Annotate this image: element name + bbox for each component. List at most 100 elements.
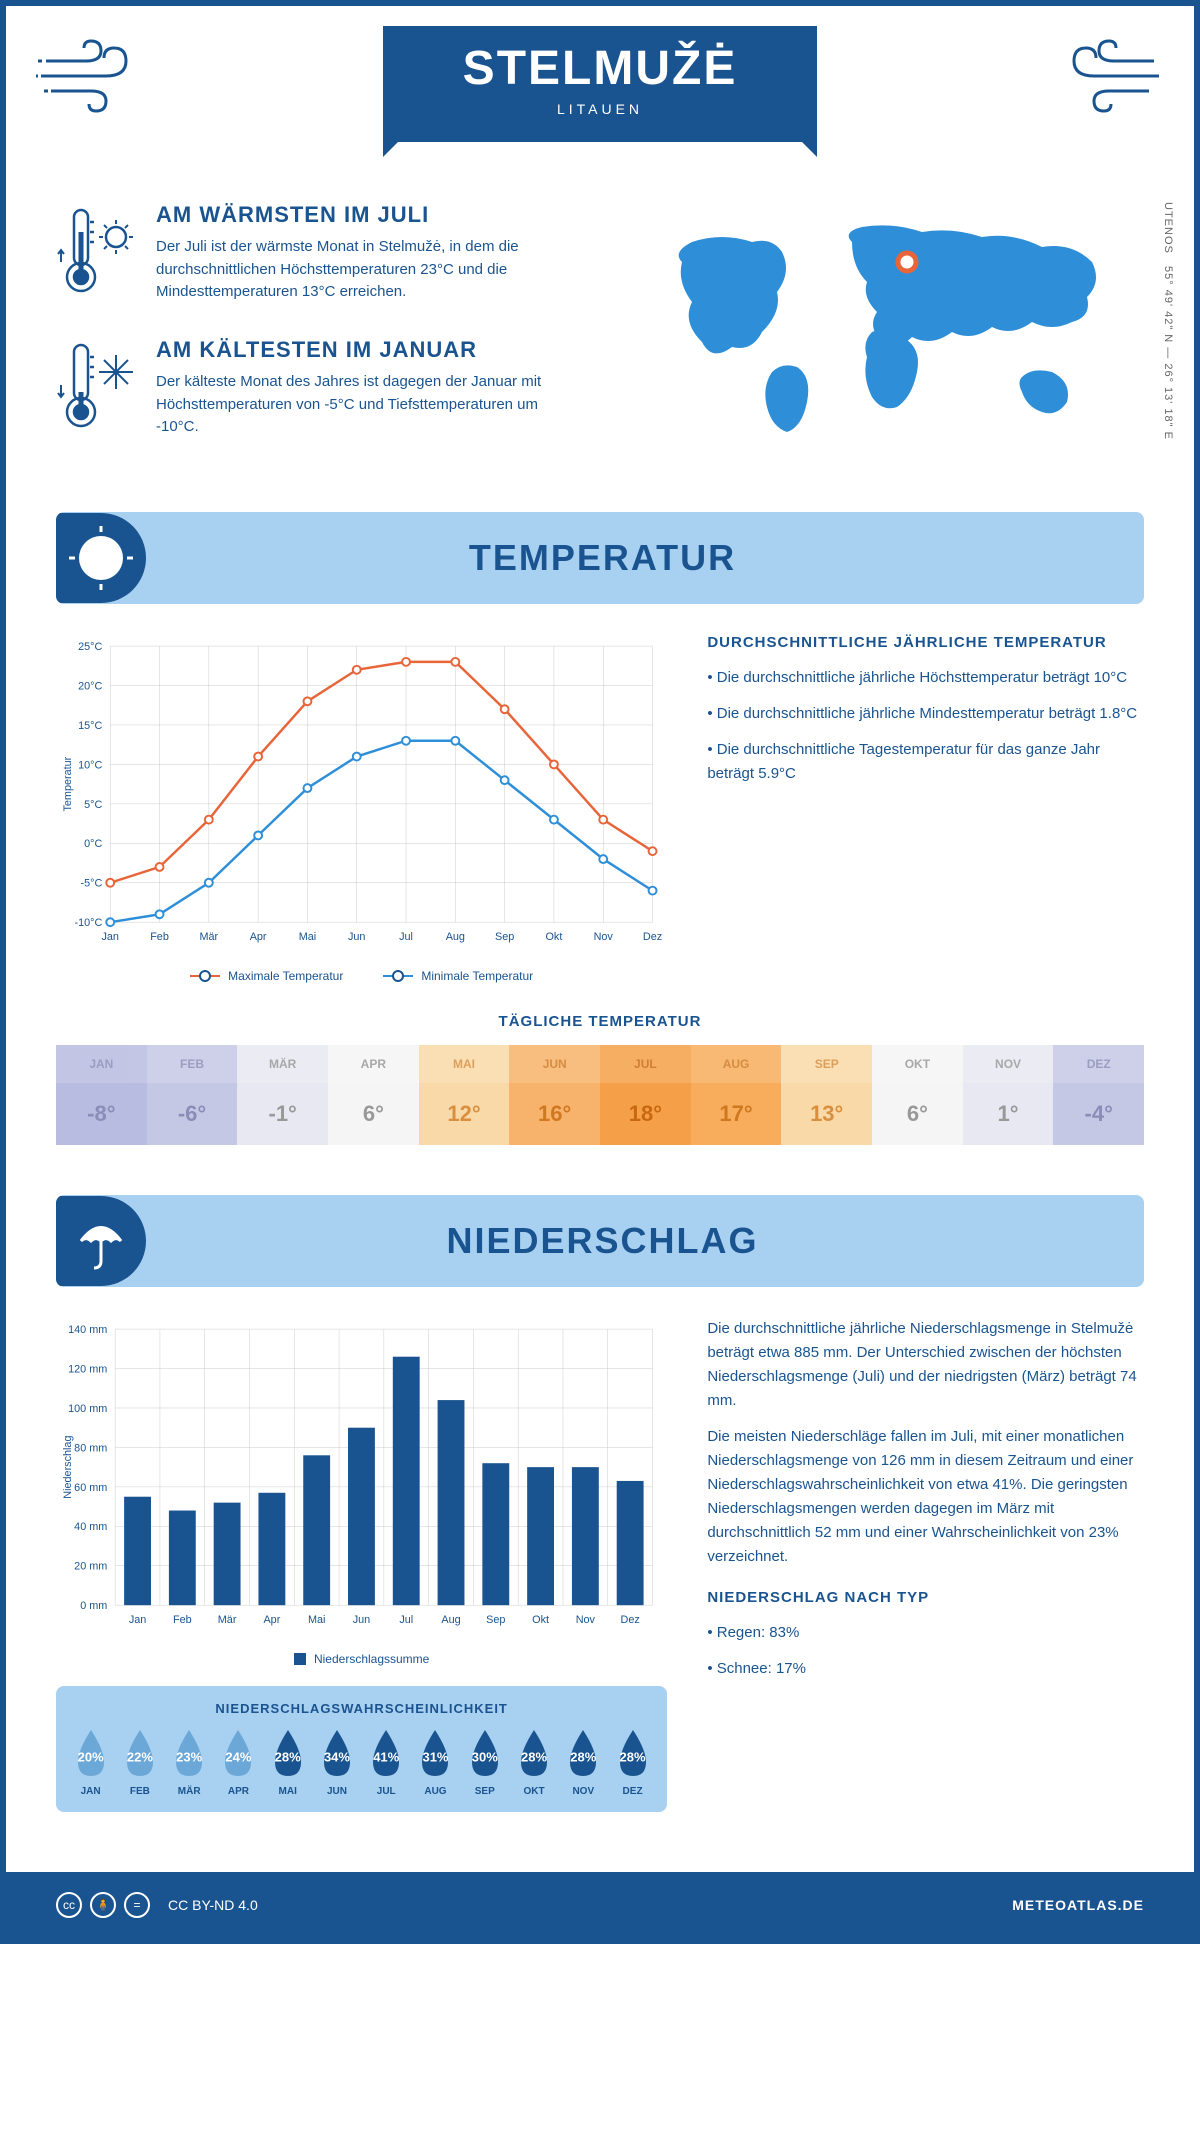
fact-text: Der Juli ist der wärmste Monat in Stelmu… (156, 236, 580, 304)
temperature-line-chart: -10°C-5°C0°C5°C10°C15°C20°C25°CJanFebMär… (56, 634, 667, 983)
svg-text:Jul: Jul (399, 1614, 413, 1626)
precipitation-info: Die durchschnittliche jährliche Niedersc… (707, 1317, 1144, 1812)
city-name: STELMUŽĖ (463, 41, 738, 96)
svg-text:140 mm: 140 mm (68, 1324, 107, 1336)
svg-text:Apr: Apr (263, 1614, 280, 1626)
footer: cc 🧍 = CC BY-ND 4.0 METEOATLAS.DE (6, 1872, 1194, 1938)
info-bullet: • Die durchschnittliche Tagestemperatur … (707, 738, 1144, 786)
precip-drop: 23% MÄR (168, 1728, 210, 1797)
svg-text:-5°C: -5°C (81, 878, 103, 890)
svg-text:Dez: Dez (621, 1614, 640, 1626)
svg-text:25°C: 25°C (78, 641, 102, 653)
warmest-fact: AM WÄRMSTEN IM JULI Der Juli ist der wär… (56, 202, 580, 307)
precip-drop: 20% JAN (70, 1728, 112, 1797)
svg-text:60 mm: 60 mm (74, 1482, 107, 1494)
svg-text:100 mm: 100 mm (68, 1403, 107, 1415)
precip-drop: 30% SEP (464, 1728, 506, 1797)
info-bullet: • Die durchschnittliche jährliche Mindes… (707, 702, 1144, 726)
svg-text:Nov: Nov (594, 931, 614, 943)
svg-text:120 mm: 120 mm (68, 1363, 107, 1375)
svg-text:Mai: Mai (308, 1614, 325, 1626)
temperature-chart-row: -10°C-5°C0°C5°C10°C15°C20°C25°CJanFebMär… (56, 634, 1144, 983)
precipitation-chart-row: 0 mm 20 mm 40 mm 60 mm 80 mm 100 mm 120 mm 140 … (56, 1317, 1144, 1812)
section-title: NIEDERSCHLAG (176, 1220, 1029, 1262)
svg-text:0 mm: 0 mm (80, 1600, 107, 1612)
svg-text:Jan: Jan (129, 1614, 146, 1626)
svg-text:80 mm: 80 mm (74, 1442, 107, 1454)
wind-icon (36, 36, 156, 121)
temperature-info: DURCHSCHNITTLICHE JÄHRLICHE TEMPERATUR •… (707, 634, 1144, 983)
section-title: TEMPERATUR (176, 537, 1029, 579)
svg-text:Jan: Jan (101, 931, 118, 943)
temp-table-cell: AUG 17° (691, 1045, 782, 1145)
temp-table-cell: DEZ -4° (1053, 1045, 1144, 1145)
by-icon: 🧍 (90, 1892, 116, 1918)
svg-text:Okt: Okt (546, 931, 563, 943)
info-title: DURCHSCHNITTLICHE JÄHRLICHE TEMPERATUR (707, 634, 1144, 651)
precip-prob-title: NIEDERSCHLAGSWAHRSCHEINLICHKEIT (66, 1701, 657, 1716)
temp-table-cell: MÄR -1° (237, 1045, 328, 1145)
svg-text:Temperatur: Temperatur (62, 756, 74, 811)
info-title: NIEDERSCHLAG NACH TYP (707, 1589, 1144, 1606)
svg-text:Jun: Jun (348, 931, 365, 943)
svg-text:Aug: Aug (446, 931, 465, 943)
nd-icon: = (124, 1892, 150, 1918)
svg-text:Jul: Jul (399, 931, 413, 943)
header: STELMUŽĖ LITAUEN (6, 6, 1194, 172)
svg-text:20°C: 20°C (78, 680, 102, 692)
intro-section: AM WÄRMSTEN IM JULI Der Juli ist der wär… (56, 202, 1144, 472)
info-para: Die meisten Niederschläge fallen im Juli… (707, 1425, 1144, 1569)
temperature-section-header: TEMPERATUR (56, 512, 1144, 604)
page-container: STELMUŽĖ LITAUEN AM WÄRMSTEN IM JULI Der… (0, 0, 1200, 1944)
thermometer-hot-icon (56, 202, 136, 307)
coldest-fact: AM KÄLTESTEN IM JANUAR Der kälteste Mona… (56, 337, 580, 442)
temp-table-cell: APR 6° (328, 1045, 419, 1145)
svg-text:Mär: Mär (218, 1614, 237, 1626)
temp-table-cell: JAN -8° (56, 1045, 147, 1145)
svg-text:10°C: 10°C (78, 759, 102, 771)
svg-text:Jun: Jun (353, 1614, 370, 1626)
thermometer-cold-icon (56, 337, 136, 442)
license-badges: cc 🧍 = CC BY-ND 4.0 (56, 1892, 258, 1918)
fact-text: Der kälteste Monat des Jahres ist dagege… (156, 371, 580, 439)
umbrella-icon (56, 1196, 146, 1286)
temp-table-cell: MAI 12° (419, 1045, 510, 1145)
svg-text:20 mm: 20 mm (74, 1561, 107, 1573)
info-bullet: • Schnee: 17% (707, 1657, 1144, 1681)
svg-text:Mär: Mär (200, 931, 219, 943)
wind-icon (1044, 36, 1164, 121)
precip-probability-box: NIEDERSCHLAGSWAHRSCHEINLICHKEIT 20% JAN … (56, 1686, 667, 1812)
svg-text:Feb: Feb (173, 1614, 192, 1626)
precip-drop: 24% APR (217, 1728, 259, 1797)
fact-title: AM WÄRMSTEN IM JULI (156, 202, 580, 228)
svg-text:5°C: 5°C (84, 799, 102, 811)
precip-drop: 28% DEZ (612, 1728, 654, 1797)
svg-text:Dez: Dez (643, 931, 662, 943)
svg-text:0°C: 0°C (84, 838, 102, 850)
svg-text:Aug: Aug (441, 1614, 460, 1626)
svg-text:Okt: Okt (532, 1614, 549, 1626)
precip-drop: 34% JUN (316, 1728, 358, 1797)
coordinates: UTENOS 55° 49' 42" N — 26° 13' 18" E (1162, 202, 1174, 440)
daily-temp-table: JAN -8° FEB -6° MÄR -1° APR 6° MAI 12° J… (56, 1045, 1144, 1145)
world-map (620, 202, 1144, 452)
svg-text:-10°C: -10°C (75, 917, 103, 929)
info-bullet: • Regen: 83% (707, 1621, 1144, 1645)
temp-table-cell: JUL 18° (600, 1045, 691, 1145)
temp-table-cell: FEB -6° (147, 1045, 238, 1145)
temp-table-cell: JUN 16° (509, 1045, 600, 1145)
svg-text:Apr: Apr (250, 931, 267, 943)
svg-text:Mai: Mai (299, 931, 316, 943)
info-bullet: • Die durchschnittliche jährliche Höchst… (707, 666, 1144, 690)
content-area: AM WÄRMSTEN IM JULI Der Juli ist der wär… (6, 172, 1194, 1872)
cc-icon: cc (56, 1892, 82, 1918)
precipitation-section-header: NIEDERSCHLAG (56, 1195, 1144, 1287)
license-text: CC BY-ND 4.0 (168, 1897, 258, 1913)
svg-text:Nov: Nov (576, 1614, 596, 1626)
svg-text:15°C: 15°C (78, 720, 102, 732)
precip-drop: 22% FEB (119, 1728, 161, 1797)
precip-drop: 28% NOV (562, 1728, 604, 1797)
precip-drop: 28% MAI (267, 1728, 309, 1797)
svg-text:40 mm: 40 mm (74, 1521, 107, 1533)
precip-drop: 41% JUL (365, 1728, 407, 1797)
